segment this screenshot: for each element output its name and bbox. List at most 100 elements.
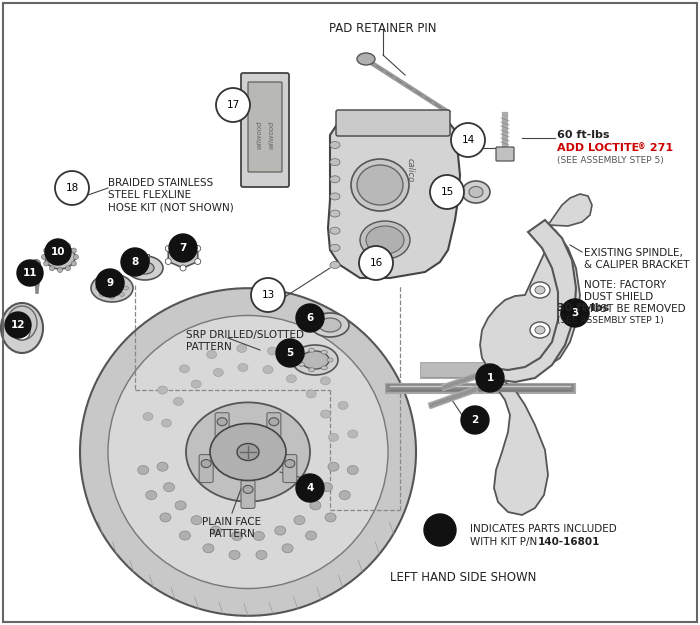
Ellipse shape <box>108 316 388 589</box>
Ellipse shape <box>191 380 201 388</box>
Ellipse shape <box>327 358 333 362</box>
Circle shape <box>66 266 71 271</box>
Ellipse shape <box>160 513 171 522</box>
Ellipse shape <box>372 265 380 271</box>
Ellipse shape <box>237 444 259 461</box>
Circle shape <box>57 241 62 246</box>
Text: (SEE ASSEMBLY STEP 1): (SEE ASSEMBLY STEP 1) <box>557 316 664 325</box>
Ellipse shape <box>561 309 575 321</box>
Text: 9: 9 <box>106 278 113 288</box>
Text: NOTE: FACTORY: NOTE: FACTORY <box>584 280 666 290</box>
Ellipse shape <box>328 462 339 471</box>
Text: PLAIN FACE: PLAIN FACE <box>202 517 262 527</box>
Ellipse shape <box>210 424 286 481</box>
Circle shape <box>359 246 393 280</box>
Circle shape <box>50 266 55 271</box>
FancyBboxPatch shape <box>267 412 281 441</box>
Text: ADD LOCTITE: ADD LOCTITE <box>557 143 639 153</box>
Circle shape <box>169 234 197 262</box>
Polygon shape <box>480 230 580 375</box>
Ellipse shape <box>263 366 273 374</box>
Ellipse shape <box>321 410 330 418</box>
Ellipse shape <box>217 418 227 426</box>
Ellipse shape <box>328 433 339 441</box>
Ellipse shape <box>347 466 358 474</box>
Circle shape <box>451 123 485 157</box>
Text: 16: 16 <box>370 258 383 268</box>
Text: 30 ft-lbs: 30 ft-lbs <box>557 303 609 313</box>
Text: 60 ft-lbs: 60 ft-lbs <box>557 130 610 140</box>
Ellipse shape <box>321 482 332 492</box>
Ellipse shape <box>294 516 305 524</box>
Circle shape <box>296 474 324 502</box>
Polygon shape <box>490 220 576 382</box>
Text: 6: 6 <box>307 313 314 323</box>
Circle shape <box>43 248 48 253</box>
Text: DUST SHIELD: DUST SHIELD <box>584 292 653 302</box>
Ellipse shape <box>530 322 550 338</box>
Ellipse shape <box>99 292 104 296</box>
Circle shape <box>71 248 76 253</box>
Circle shape <box>430 175 464 209</box>
Text: SRP DRILLED/SLOTTED: SRP DRILLED/SLOTTED <box>186 330 304 340</box>
Circle shape <box>41 254 46 259</box>
Circle shape <box>66 243 71 248</box>
Ellipse shape <box>99 279 104 284</box>
Text: PATTERN: PATTERN <box>209 529 255 539</box>
Ellipse shape <box>469 186 483 198</box>
Circle shape <box>476 364 504 392</box>
Ellipse shape <box>321 377 330 385</box>
Ellipse shape <box>146 491 157 499</box>
Ellipse shape <box>91 274 133 302</box>
Circle shape <box>121 248 149 276</box>
FancyBboxPatch shape <box>215 412 229 441</box>
Ellipse shape <box>206 351 216 359</box>
Ellipse shape <box>340 491 350 499</box>
Circle shape <box>71 261 76 266</box>
Text: MUST BE REMOVED: MUST BE REMOVED <box>584 304 685 314</box>
Ellipse shape <box>7 306 37 340</box>
Ellipse shape <box>311 313 349 337</box>
Circle shape <box>195 246 201 251</box>
Polygon shape <box>328 112 460 278</box>
Ellipse shape <box>325 513 336 522</box>
Ellipse shape <box>201 459 211 468</box>
Circle shape <box>45 239 71 265</box>
Circle shape <box>216 88 250 122</box>
FancyBboxPatch shape <box>248 82 282 172</box>
Ellipse shape <box>186 402 310 502</box>
Ellipse shape <box>309 368 315 372</box>
Text: wilwood: wilwood <box>268 121 274 149</box>
Text: HOSE KIT (NOT SHOWN): HOSE KIT (NOT SHOWN) <box>108 202 234 212</box>
Text: LEFT HAND SIDE SHOWN: LEFT HAND SIDE SHOWN <box>390 571 536 584</box>
Polygon shape <box>494 378 548 515</box>
Ellipse shape <box>120 279 125 284</box>
Circle shape <box>165 259 172 264</box>
Circle shape <box>251 278 285 312</box>
Circle shape <box>180 239 186 245</box>
Ellipse shape <box>1 303 43 353</box>
Ellipse shape <box>366 226 404 254</box>
Circle shape <box>57 268 62 272</box>
Ellipse shape <box>306 531 316 540</box>
Circle shape <box>180 265 186 271</box>
Ellipse shape <box>319 318 341 332</box>
Polygon shape <box>548 194 592 226</box>
Text: 17: 17 <box>226 100 239 110</box>
FancyBboxPatch shape <box>336 110 450 136</box>
Ellipse shape <box>80 288 416 616</box>
Ellipse shape <box>267 347 277 355</box>
Ellipse shape <box>243 486 253 493</box>
Text: 140-16801: 140-16801 <box>538 537 601 547</box>
Circle shape <box>296 304 324 332</box>
Text: wilwood: wilwood <box>256 121 262 149</box>
Ellipse shape <box>174 398 183 406</box>
FancyBboxPatch shape <box>283 454 297 482</box>
Ellipse shape <box>285 459 295 468</box>
Ellipse shape <box>143 412 153 421</box>
Ellipse shape <box>351 159 409 211</box>
Ellipse shape <box>330 141 340 149</box>
Ellipse shape <box>357 165 403 205</box>
Circle shape <box>50 243 55 248</box>
Ellipse shape <box>330 228 340 234</box>
